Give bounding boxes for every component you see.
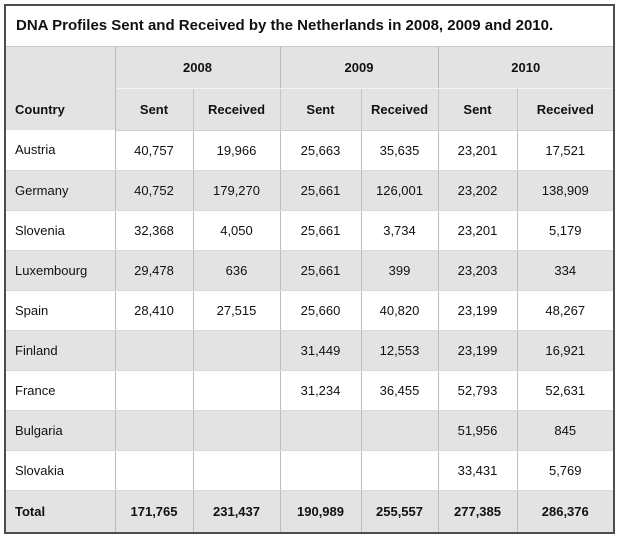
sent-header-2009: Sent xyxy=(279,88,362,131)
table-row: Austria 40,757 19,966 25,663 35,635 23,201 17,… xyxy=(5,130,615,171)
value-cell: 845 xyxy=(516,410,615,451)
table-body: Austria 40,757 19,966 25,663 35,635 23,201 17,… xyxy=(5,130,615,491)
total-label: Total xyxy=(5,490,116,533)
value-cell xyxy=(192,450,281,491)
value-cell: 5,179 xyxy=(516,210,615,251)
value-cell: 4,050 xyxy=(192,210,281,251)
value-cell: 52,631 xyxy=(516,370,615,411)
value-cell: 48,267 xyxy=(516,290,615,331)
table-row: Slovenia 32,368 4,050 25,661 3,734 23,201 5,17… xyxy=(5,210,615,251)
value-cell: 40,820 xyxy=(360,290,439,331)
value-cell: 12,553 xyxy=(360,330,439,371)
total-value-cell: 277,385 xyxy=(437,490,518,533)
total-value-cell: 231,437 xyxy=(192,490,281,533)
value-cell xyxy=(279,450,362,491)
value-cell: 23,203 xyxy=(437,250,518,291)
sent-received-header-row: Sent Received Sent Received Sent Receive… xyxy=(5,88,615,131)
value-cell: 3,734 xyxy=(360,210,439,251)
year-header-2008: 2008 xyxy=(114,46,281,89)
value-cell: 17,521 xyxy=(516,130,615,171)
year-header-2010: 2010 xyxy=(437,46,615,89)
value-cell: 31,449 xyxy=(279,330,362,371)
value-cell: 27,515 xyxy=(192,290,281,331)
value-cell xyxy=(114,450,194,491)
value-cell: 40,757 xyxy=(114,130,194,171)
value-cell xyxy=(360,450,439,491)
value-cell: 40,752 xyxy=(114,170,194,211)
country-cell: Germany xyxy=(5,170,116,211)
sent-header-2008: Sent xyxy=(114,88,194,131)
total-value-cell: 190,989 xyxy=(279,490,362,533)
country-cell: Slovakia xyxy=(5,450,116,491)
value-cell: 51,956 xyxy=(437,410,518,451)
received-header-2009: Received xyxy=(360,88,439,131)
country-cell: Finland xyxy=(5,330,116,371)
received-header-2008: Received xyxy=(192,88,281,131)
value-cell: 25,661 xyxy=(279,210,362,251)
value-cell xyxy=(279,410,362,451)
title-row: DNA Profiles Sent and Received by the Ne… xyxy=(5,5,614,47)
year-header-2009: 2009 xyxy=(279,46,439,89)
total-row: Total 171,765 231,437 190,989 255,557 27… xyxy=(5,490,615,533)
value-cell xyxy=(192,410,281,451)
value-cell: 636 xyxy=(192,250,281,291)
table-row: Spain 28,410 27,515 25,660 40,820 23,199 48,26… xyxy=(5,290,615,331)
value-cell: 23,199 xyxy=(437,290,518,331)
value-cell: 126,001 xyxy=(360,170,439,211)
table-row: Germany 40,752 179,270 25,661 126,001 23,202 1… xyxy=(5,170,615,211)
value-cell: 25,661 xyxy=(279,250,362,291)
country-cell: Spain xyxy=(5,290,116,331)
value-cell: 35,635 xyxy=(360,130,439,171)
table-row: Slovakia 33,431 5,769 xyxy=(5,450,615,491)
value-cell xyxy=(192,330,281,371)
value-cell: 399 xyxy=(360,250,439,291)
country-column-header: Country xyxy=(5,46,116,130)
year-header-row: Country 2008 2009 2010 xyxy=(5,46,615,130)
value-cell: 33,431 xyxy=(437,450,518,491)
value-cell xyxy=(114,330,194,371)
received-header-2010: Received xyxy=(516,88,615,131)
total-value-cell: 255,557 xyxy=(360,490,439,533)
country-cell: France xyxy=(5,370,116,411)
value-cell: 23,202 xyxy=(437,170,518,211)
sent-header-2010: Sent xyxy=(437,88,518,131)
country-cell: Luxembourg xyxy=(5,250,116,291)
country-cell: Austria xyxy=(5,130,116,171)
value-cell: 23,199 xyxy=(437,330,518,371)
value-cell: 25,660 xyxy=(279,290,362,331)
value-cell: 28,410 xyxy=(114,290,194,331)
value-cell: 23,201 xyxy=(437,210,518,251)
value-cell: 36,455 xyxy=(360,370,439,411)
table-title: DNA Profiles Sent and Received by the Ne… xyxy=(5,5,614,47)
value-cell: 179,270 xyxy=(192,170,281,211)
value-cell: 19,966 xyxy=(192,130,281,171)
total-value-cell: 286,376 xyxy=(516,490,615,533)
value-cell: 23,201 xyxy=(437,130,518,171)
value-cell xyxy=(360,410,439,451)
table-row: Luxembourg 29,478 636 25,661 399 23,203 334 xyxy=(5,250,615,291)
dna-profiles-table: DNA Profiles Sent and Received by the Ne… xyxy=(4,4,615,534)
value-cell: 31,234 xyxy=(279,370,362,411)
total-value-cell: 171,765 xyxy=(114,490,194,533)
value-cell: 25,661 xyxy=(279,170,362,211)
value-cell: 25,663 xyxy=(279,130,362,171)
value-cell: 29,478 xyxy=(114,250,194,291)
value-cell: 138,909 xyxy=(516,170,615,211)
table-row: France 31,234 36,455 52,793 52,631 xyxy=(5,370,615,411)
value-cell: 52,793 xyxy=(437,370,518,411)
table-row: Bulgaria 51,956 845 xyxy=(5,410,615,451)
value-cell xyxy=(114,370,194,411)
value-cell xyxy=(114,410,194,451)
value-cell: 334 xyxy=(516,250,615,291)
value-cell xyxy=(192,370,281,411)
value-cell: 5,769 xyxy=(516,450,615,491)
country-cell: Bulgaria xyxy=(5,410,116,451)
table-row: Finland 31,449 12,553 23,199 16,921 xyxy=(5,330,615,371)
value-cell: 16,921 xyxy=(516,330,615,371)
country-cell: Slovenia xyxy=(5,210,116,251)
value-cell: 32,368 xyxy=(114,210,194,251)
